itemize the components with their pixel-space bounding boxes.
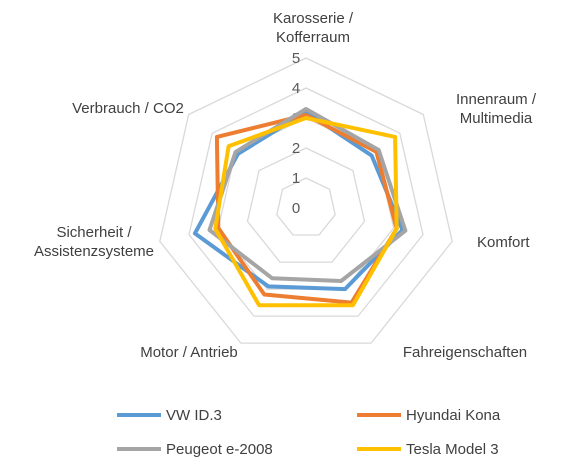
axis-label-0-1: Kofferraum xyxy=(276,29,350,46)
tick-label-2: 2 xyxy=(292,140,300,157)
axis-label-4-0: Motor / Antrieb xyxy=(140,344,238,361)
axis-label-5-1: Assistenzsysteme xyxy=(34,243,154,260)
tick-label-5: 5 xyxy=(292,50,300,67)
axis-label-1-0: Innenraum / xyxy=(456,91,537,108)
axis-label-3-0: Fahreigenschaften xyxy=(403,344,527,361)
grid-ring-2 xyxy=(246,147,366,263)
axis-label-5-0: Sicherheit / xyxy=(56,224,132,241)
tick-label-1: 1 xyxy=(292,170,300,187)
axis-label-2-0: Komfort xyxy=(477,234,530,251)
series-line-2 xyxy=(207,107,408,283)
axis-label-6-0: Verbrauch / CO2 xyxy=(72,100,184,117)
series-line-1 xyxy=(214,113,399,305)
legend-label-1: Hyundai Kona xyxy=(406,407,501,424)
legend-label-3: Tesla Model 3 xyxy=(406,441,499,458)
tick-label-4: 4 xyxy=(292,80,300,97)
legend-label-0: VW ID.3 xyxy=(166,407,222,424)
grid-ring-4 xyxy=(188,87,424,317)
axis-label-0-0: Karosserie / xyxy=(273,10,354,27)
tick-label-0: 0 xyxy=(292,200,300,217)
grid-ring-5 xyxy=(159,57,453,344)
axis-label-1-1: Multimedia xyxy=(460,110,533,127)
legend-label-2: Peugeot e-2008 xyxy=(166,441,273,458)
series-line-3 xyxy=(213,116,399,308)
grid-ring-1 xyxy=(276,177,336,236)
